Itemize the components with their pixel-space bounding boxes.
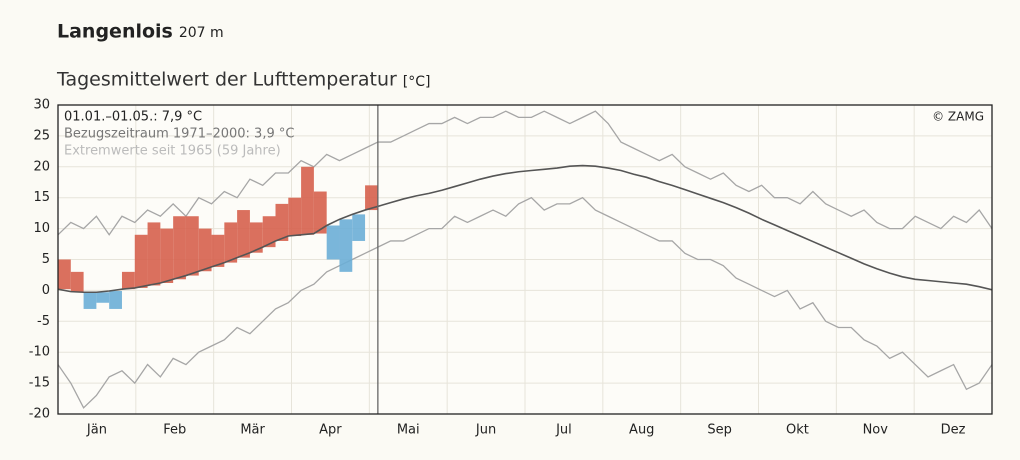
x-tick-label: Nov bbox=[863, 423, 889, 438]
x-tick-label: Okt bbox=[786, 423, 809, 438]
anomaly-bar bbox=[237, 210, 250, 258]
x-tick-label: Aug bbox=[629, 423, 654, 438]
credit: © ZAMG bbox=[932, 110, 984, 124]
anomaly-bar bbox=[326, 225, 340, 260]
anomaly-bar bbox=[249, 222, 263, 253]
annotation: Bezugszeitraum 1971–2000: 3,9 °C bbox=[64, 127, 294, 142]
y-tick-label: -10 bbox=[29, 345, 50, 360]
anomaly-bar bbox=[301, 166, 314, 235]
anomaly-bar bbox=[198, 228, 212, 272]
y-tick-label: -15 bbox=[29, 376, 50, 391]
y-tick-label: 25 bbox=[33, 128, 50, 143]
anomaly-bar bbox=[211, 234, 225, 267]
anomaly-bar bbox=[352, 214, 366, 241]
anomaly-bar bbox=[313, 191, 327, 234]
anomaly-bar bbox=[109, 291, 122, 309]
y-tick-label: -20 bbox=[29, 407, 50, 422]
y-tick-label: 20 bbox=[33, 159, 50, 174]
anomaly-bar bbox=[134, 234, 148, 288]
anomaly-bar bbox=[339, 219, 353, 272]
x-tick-label: Apr bbox=[319, 423, 342, 438]
anomaly-bar bbox=[185, 216, 199, 276]
max-values bbox=[57, 110, 993, 236]
anomaly-bar bbox=[275, 203, 289, 241]
y-tick-label: 30 bbox=[33, 98, 50, 113]
anomaly-bar bbox=[160, 228, 174, 283]
y-tick-label: 10 bbox=[33, 221, 50, 236]
anomaly-bar bbox=[58, 259, 71, 290]
y-tick-label: 5 bbox=[42, 252, 50, 267]
x-tick-label: Jun bbox=[475, 423, 496, 438]
x-tick-label: Jul bbox=[555, 423, 572, 438]
anomaly-bar bbox=[365, 185, 378, 211]
anomaly-bar bbox=[147, 222, 161, 286]
annotation: 01.01.–01.05.: 7,9 °C bbox=[64, 110, 202, 125]
mean-values bbox=[57, 164, 993, 294]
anomaly-bar bbox=[70, 271, 84, 292]
x-tick-label: Jän bbox=[86, 423, 107, 438]
anomaly-bar bbox=[173, 216, 186, 280]
x-tick-label: Sep bbox=[707, 423, 732, 438]
plot-frame bbox=[57, 104, 993, 415]
anomaly-bar bbox=[96, 292, 110, 303]
x-tick-label: Feb bbox=[163, 423, 186, 438]
anomaly-bar bbox=[262, 216, 276, 248]
anomaly-bar bbox=[121, 271, 135, 290]
anomaly-bar bbox=[83, 292, 97, 309]
min-values bbox=[57, 196, 993, 409]
x-tick-label: Mär bbox=[240, 423, 265, 438]
annotation: Extremwerte seit 1965 (59 Jahre) bbox=[64, 144, 281, 159]
y-tick-label: -5 bbox=[37, 314, 50, 329]
y-tick-label: 0 bbox=[42, 283, 50, 298]
x-tick-label: Mai bbox=[397, 423, 420, 438]
x-tick-label: Dez bbox=[941, 423, 966, 438]
anomaly-bar bbox=[224, 222, 238, 263]
unit: [°C] bbox=[403, 74, 431, 90]
anomaly-bar bbox=[288, 197, 302, 237]
station: Langenlois bbox=[57, 21, 173, 43]
chart-title: Tagesmittelwert der Lufttemperatur bbox=[56, 69, 397, 91]
y-tick-label: 15 bbox=[33, 190, 50, 205]
altitude: 207 m bbox=[179, 25, 224, 41]
